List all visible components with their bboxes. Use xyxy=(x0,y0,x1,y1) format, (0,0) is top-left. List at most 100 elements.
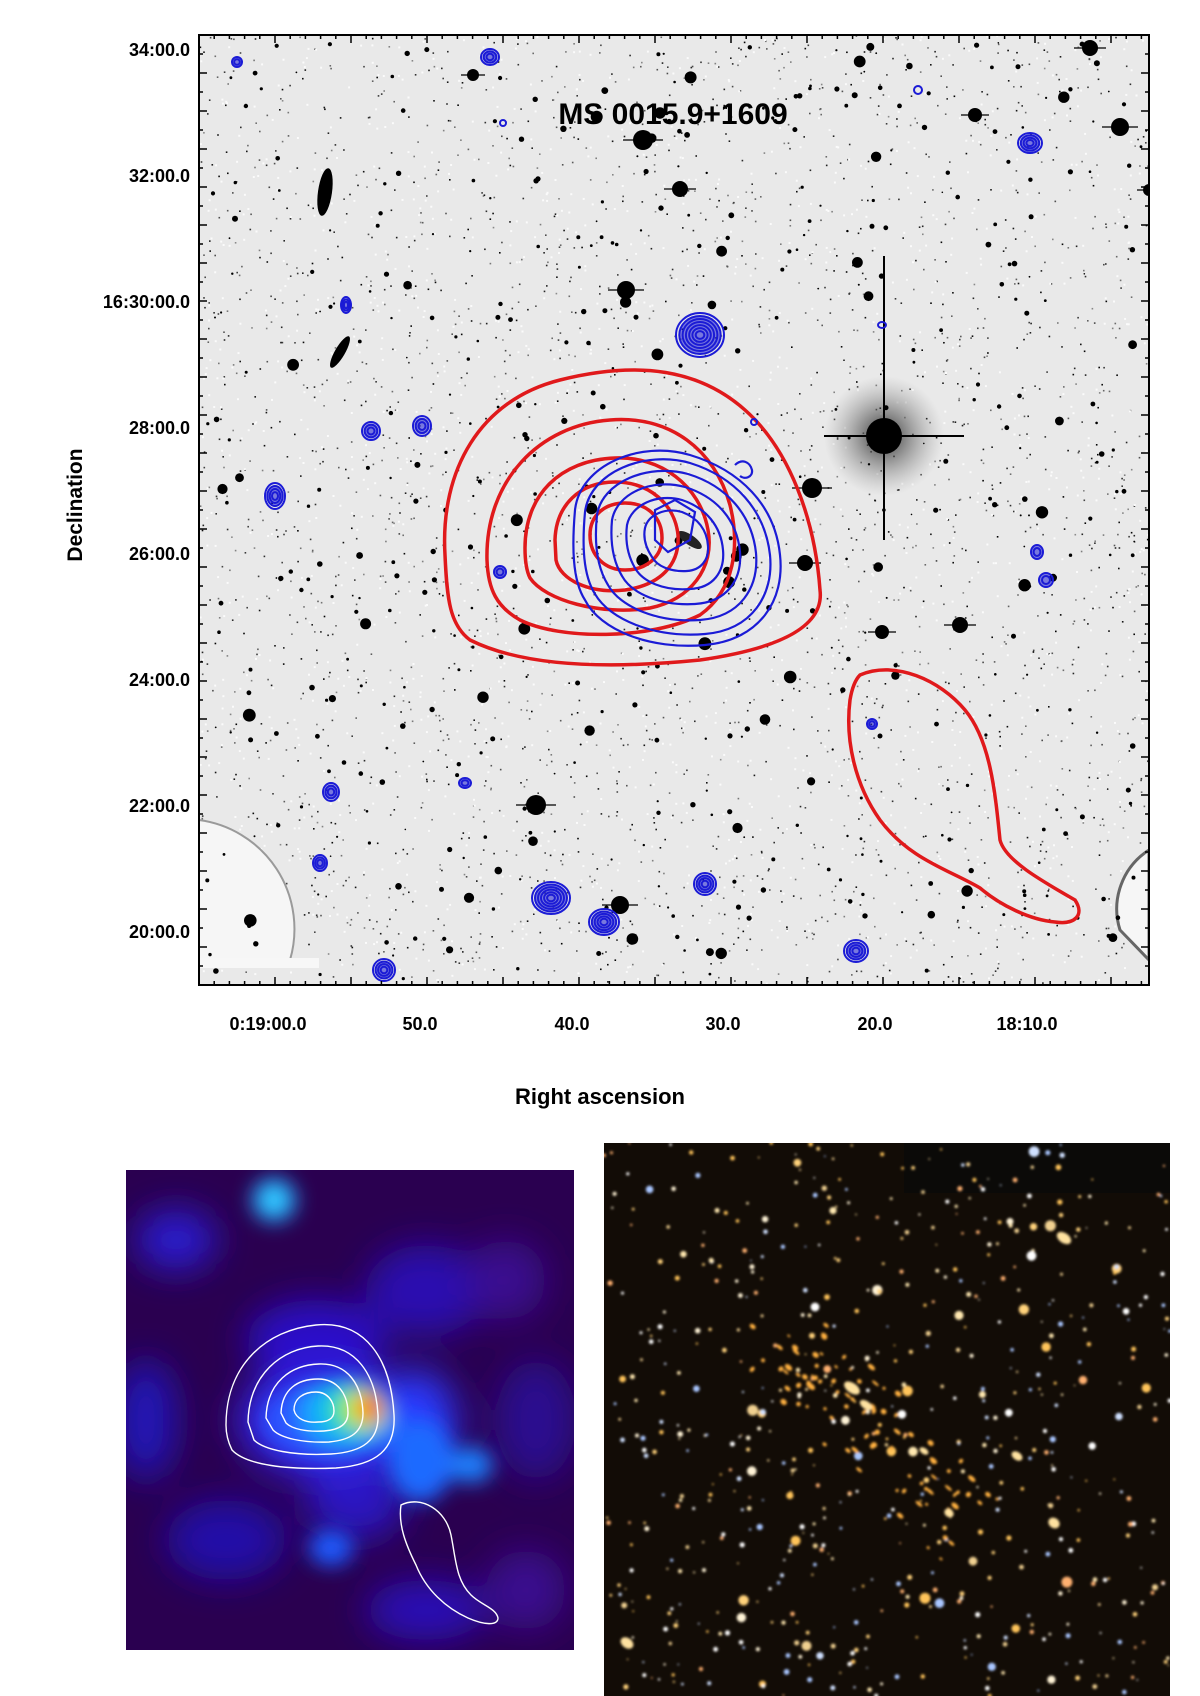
field-star xyxy=(524,435,530,442)
color-source xyxy=(880,1682,884,1686)
color-source xyxy=(666,1567,669,1570)
field-star xyxy=(771,116,775,120)
field-star xyxy=(214,726,217,729)
color-source xyxy=(746,1506,752,1511)
field-star xyxy=(1128,340,1137,350)
color-source xyxy=(957,1186,963,1192)
color-source xyxy=(794,1153,797,1156)
color-source xyxy=(768,1587,772,1591)
color-source xyxy=(769,1143,774,1145)
color-source xyxy=(657,1259,663,1265)
color-source xyxy=(666,1225,670,1229)
field-star xyxy=(997,42,1000,44)
color-source xyxy=(960,1469,965,1474)
color-source xyxy=(1023,1204,1026,1207)
color-source xyxy=(1164,1316,1170,1321)
field-star xyxy=(928,881,934,886)
color-source xyxy=(621,1291,624,1295)
color-source xyxy=(678,1437,681,1440)
color-source xyxy=(964,1656,967,1659)
color-source xyxy=(822,1506,826,1511)
cluster-galaxy xyxy=(948,1540,955,1546)
cluster-galaxy xyxy=(791,1344,799,1351)
field-star xyxy=(950,811,953,814)
field-star xyxy=(1129,247,1136,253)
field-star xyxy=(859,796,863,800)
color-source xyxy=(937,1478,940,1480)
field-star xyxy=(747,45,752,50)
color-source xyxy=(902,1435,906,1439)
color-source xyxy=(746,1447,751,1452)
cluster-galaxy xyxy=(880,1408,887,1415)
cluster-galaxy xyxy=(995,1497,999,1501)
color-source xyxy=(823,1374,828,1378)
color-source xyxy=(1134,1646,1137,1649)
color-source xyxy=(1006,1218,1014,1225)
field-star xyxy=(401,977,405,981)
field-star xyxy=(429,706,435,713)
color-source xyxy=(628,1143,631,1145)
color-source xyxy=(1044,1220,1056,1232)
color-source xyxy=(609,1593,613,1597)
color-source xyxy=(1028,1456,1032,1461)
field-star xyxy=(941,191,944,194)
color-source xyxy=(805,1387,808,1391)
x-tick-label: 20.0 xyxy=(857,1014,892,1034)
field-star xyxy=(678,363,683,368)
color-source xyxy=(643,1453,649,1459)
cluster-galaxy xyxy=(807,1382,816,1391)
color-source xyxy=(1156,1192,1161,1197)
color-source xyxy=(714,1278,719,1283)
color-source xyxy=(1068,1548,1074,1553)
field-star xyxy=(1130,553,1135,558)
color-source xyxy=(807,1677,813,1683)
field-star xyxy=(383,182,387,186)
field-star xyxy=(882,508,886,512)
color-source xyxy=(1122,1600,1127,1605)
field-star xyxy=(684,132,690,138)
field-star xyxy=(1028,275,1031,278)
cluster-galaxy xyxy=(946,1469,951,1474)
color-source xyxy=(673,1329,676,1332)
x-tick-labels: 0:19:00.0 50.0 40.0 30.0 20.0 18:10.0 xyxy=(229,1014,1057,1034)
color-source xyxy=(606,1520,611,1526)
field-star xyxy=(1092,120,1095,123)
cluster-galaxy xyxy=(907,1474,912,1478)
color-source xyxy=(955,1213,958,1215)
field-star xyxy=(1058,91,1070,103)
color-source xyxy=(642,1673,647,1678)
field-star xyxy=(955,194,960,200)
color-source xyxy=(693,1571,696,1574)
field-star xyxy=(1116,374,1118,377)
color-source xyxy=(877,1422,882,1427)
field-star xyxy=(869,223,875,229)
color-source xyxy=(701,1243,705,1247)
field-star xyxy=(1068,87,1073,92)
field-star xyxy=(392,954,395,957)
color-source xyxy=(803,1287,808,1293)
color-source xyxy=(650,1334,653,1338)
color-source xyxy=(903,1432,908,1437)
color-source xyxy=(954,1204,958,1208)
color-source xyxy=(738,1640,744,1645)
color-source xyxy=(830,1384,833,1387)
color-source xyxy=(808,1143,814,1147)
field-star xyxy=(858,818,860,820)
color-source xyxy=(804,1245,807,1248)
field-star xyxy=(442,936,447,941)
color-source xyxy=(1058,1591,1063,1596)
field-star xyxy=(328,695,336,703)
cluster-galaxy xyxy=(882,1386,886,1390)
color-source xyxy=(776,1581,781,1585)
color-source xyxy=(920,1492,924,1496)
color-source xyxy=(717,1264,722,1268)
color-source xyxy=(899,1542,901,1545)
color-source xyxy=(713,1646,718,1652)
color-source xyxy=(959,1279,963,1283)
color-source xyxy=(747,1466,757,1476)
field-star xyxy=(792,517,797,522)
color-source xyxy=(1159,1194,1163,1198)
color-source xyxy=(1003,1635,1008,1640)
field-star xyxy=(696,938,699,942)
field-star xyxy=(921,124,928,131)
